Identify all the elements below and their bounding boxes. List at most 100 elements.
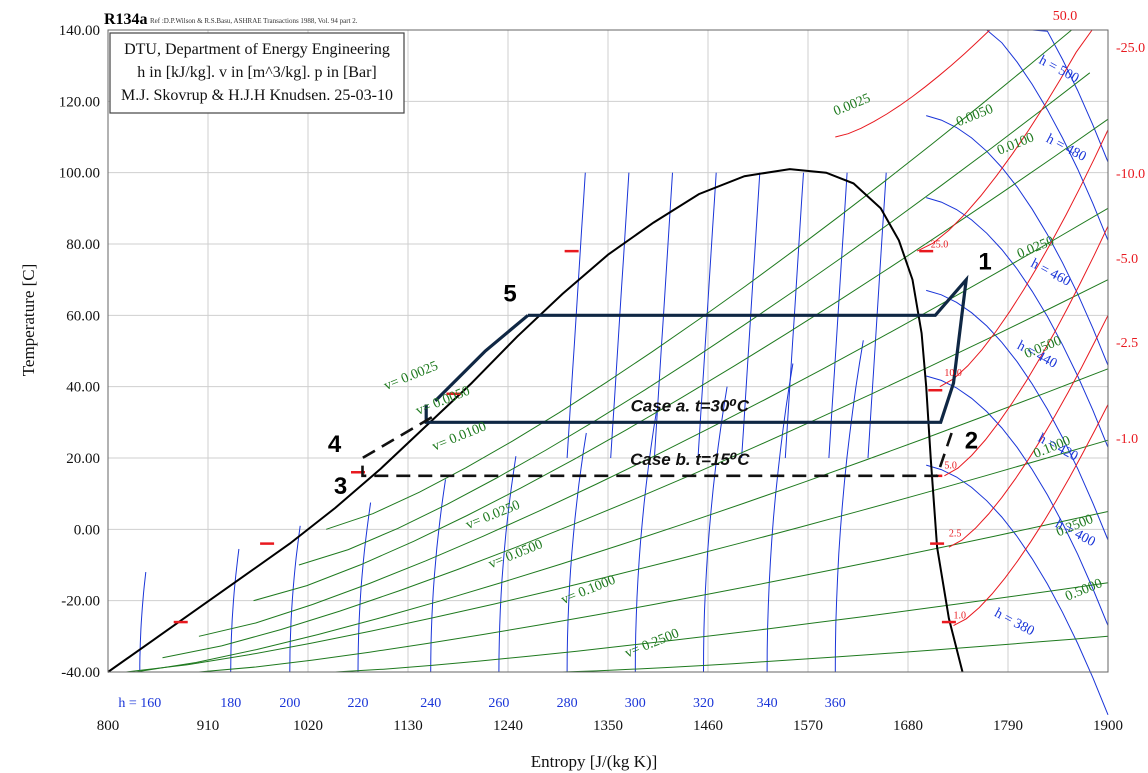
isenthalpic-line [634, 409, 658, 673]
specific-volume-label: v= 0.0025 [382, 359, 440, 394]
enthalpy-tick-label: 280 [557, 696, 578, 711]
dome-pressure-label: 1.0 [953, 611, 966, 622]
specific-volume-label: v= 0.2500 [623, 626, 681, 661]
specific-volume-label: v= 0.0500 [487, 537, 545, 572]
isenthalpic-line [357, 502, 372, 673]
isenthalpic-line [926, 197, 1109, 448]
specific-volume-label: 0.0050 [954, 102, 995, 130]
x-tick-label: 1680 [893, 718, 923, 734]
isochoric-line [126, 439, 1109, 673]
isenthalpic-line [230, 548, 240, 673]
enthalpy-tick-label: 200 [279, 696, 300, 711]
isochoric-line [335, 582, 1109, 673]
specific-volume-label: v= 0.0250 [464, 498, 522, 533]
saturation-dome-line [107, 168, 964, 673]
isenthalpic-line [703, 386, 728, 673]
y-tick-label: 100.00 [59, 166, 100, 182]
y-tick-label: 0.00 [74, 522, 100, 538]
y-tick-label: 140.00 [59, 23, 100, 39]
enthalpy-tick-label: 260 [488, 696, 509, 711]
pressure-label: -10.0 [1116, 167, 1145, 182]
case-a-label: Case a. t=30⁰C [631, 397, 750, 416]
state-point-2: 2 [965, 427, 978, 454]
saturation-dome [107, 168, 964, 673]
isenthalpic-line [926, 375, 1109, 626]
y-tick-label: -20.00 [61, 594, 100, 610]
isobar-line [953, 404, 1109, 627]
isochoric-line [562, 635, 1109, 673]
enthalpy-right-label: h = 380 [992, 606, 1037, 639]
enthalpy-tick-label: 340 [757, 696, 778, 711]
specific-volume-label: 0.0025 [831, 91, 872, 119]
y-axis-label: Temperature [C] [19, 264, 38, 377]
dome-pressure-label: 10.0 [944, 368, 962, 379]
y-tick-label: 60.00 [66, 308, 100, 324]
enthalpy-tick-label: 240 [420, 696, 441, 711]
isenthalpic-line [430, 479, 446, 673]
enthalpy-tick-label: 320 [693, 696, 714, 711]
y-tick-label: 80.00 [66, 237, 100, 253]
state-point-1: 1 [978, 249, 991, 276]
enthalpy-tick-label: h = 160 [118, 696, 161, 711]
state-point-4: 4 [328, 431, 342, 458]
plot-frame [107, 29, 1109, 673]
chart-title: R134a [104, 11, 148, 28]
isenthalpic-line [834, 340, 864, 673]
y-tick-label: 120.00 [59, 94, 100, 110]
enthalpy-tick-label: 180 [220, 696, 241, 711]
isochoric-line [135, 368, 1109, 673]
enthalpy-right-label: h = 460 [1028, 256, 1073, 289]
dome-pressure-label: 2.5 [949, 528, 962, 539]
case-a-condensing-line [434, 314, 530, 403]
info-line-2: h in [kJ/kg]. v in [m^3/kg]. p in [Bar] [137, 64, 376, 81]
refrigeration-cycle [361, 274, 969, 478]
pressure-label: -2.5 [1116, 336, 1138, 351]
isenthalpic-line [926, 464, 1109, 715]
chart-reference: Ref :D.P.Wilson & R.S.Basu, ASHRAE Trans… [150, 17, 358, 25]
x-tick-label: 1790 [993, 718, 1023, 734]
specific-volume-label: v= 0.0100 [430, 419, 488, 454]
info-box: DTU, Department of Energy Engineering h … [109, 32, 405, 114]
case-b-label: Case b. t=15⁰C [630, 450, 750, 469]
isenthalpic-line [766, 363, 794, 673]
y-tick-label: 20.00 [66, 451, 100, 467]
pressure-label: -25.0 [1116, 41, 1145, 56]
x-tick-label: 1130 [393, 718, 422, 734]
isenthalpic-line [498, 456, 517, 673]
isochoric-line [198, 511, 1109, 673]
info-line-3: M.J. Skovrup & H.J.H Knudsen. 25-03-10 [121, 87, 393, 104]
specific-volume-label: 0.0100 [995, 130, 1036, 158]
isenthalpic-line [289, 525, 301, 673]
state-point-3: 3 [334, 473, 347, 500]
isenthalpic-line [926, 115, 1109, 366]
x-tick-label: 800 [97, 718, 120, 734]
isochoric-line [162, 279, 1109, 659]
pressure-label: 50.0 [1053, 9, 1078, 24]
x-tick-label: 1350 [593, 718, 623, 734]
labels: 800 910 1020 1130 1240 1350 1460 1570 1680 1790 19… [59, 9, 1145, 734]
x-tick-label: 1460 [693, 718, 723, 734]
isobar-line [939, 129, 1109, 388]
state-point-5: 5 [503, 280, 516, 307]
property-lines [126, 29, 1109, 715]
enthalpy-tick-label: 220 [348, 696, 369, 711]
isochoric-line [253, 118, 1109, 602]
y-tick-label: 40.00 [66, 380, 100, 396]
y-tick-label: -40.00 [61, 665, 100, 681]
x-axis-label: Entropy [J/(kg K)] [531, 752, 658, 771]
x-tick-label: 1900 [1093, 718, 1123, 734]
dome-pressure-label: 25.0 [931, 240, 949, 251]
isenthalpic-line [566, 432, 587, 673]
x-tick-label: 910 [197, 718, 220, 734]
isochoric-line [198, 207, 1109, 637]
enthalpy-tick-label: 300 [625, 696, 646, 711]
x-tick-label: 1570 [793, 718, 823, 734]
specific-volume-label: v= 0.1000 [559, 573, 617, 608]
isobar-line [948, 315, 1109, 548]
isenthalpic-line [926, 289, 1109, 541]
isenthalpic-line [139, 572, 147, 672]
pressure-label: -5.0 [1116, 252, 1138, 267]
isobar-line [835, 29, 991, 138]
isochoric-line [298, 72, 1091, 566]
